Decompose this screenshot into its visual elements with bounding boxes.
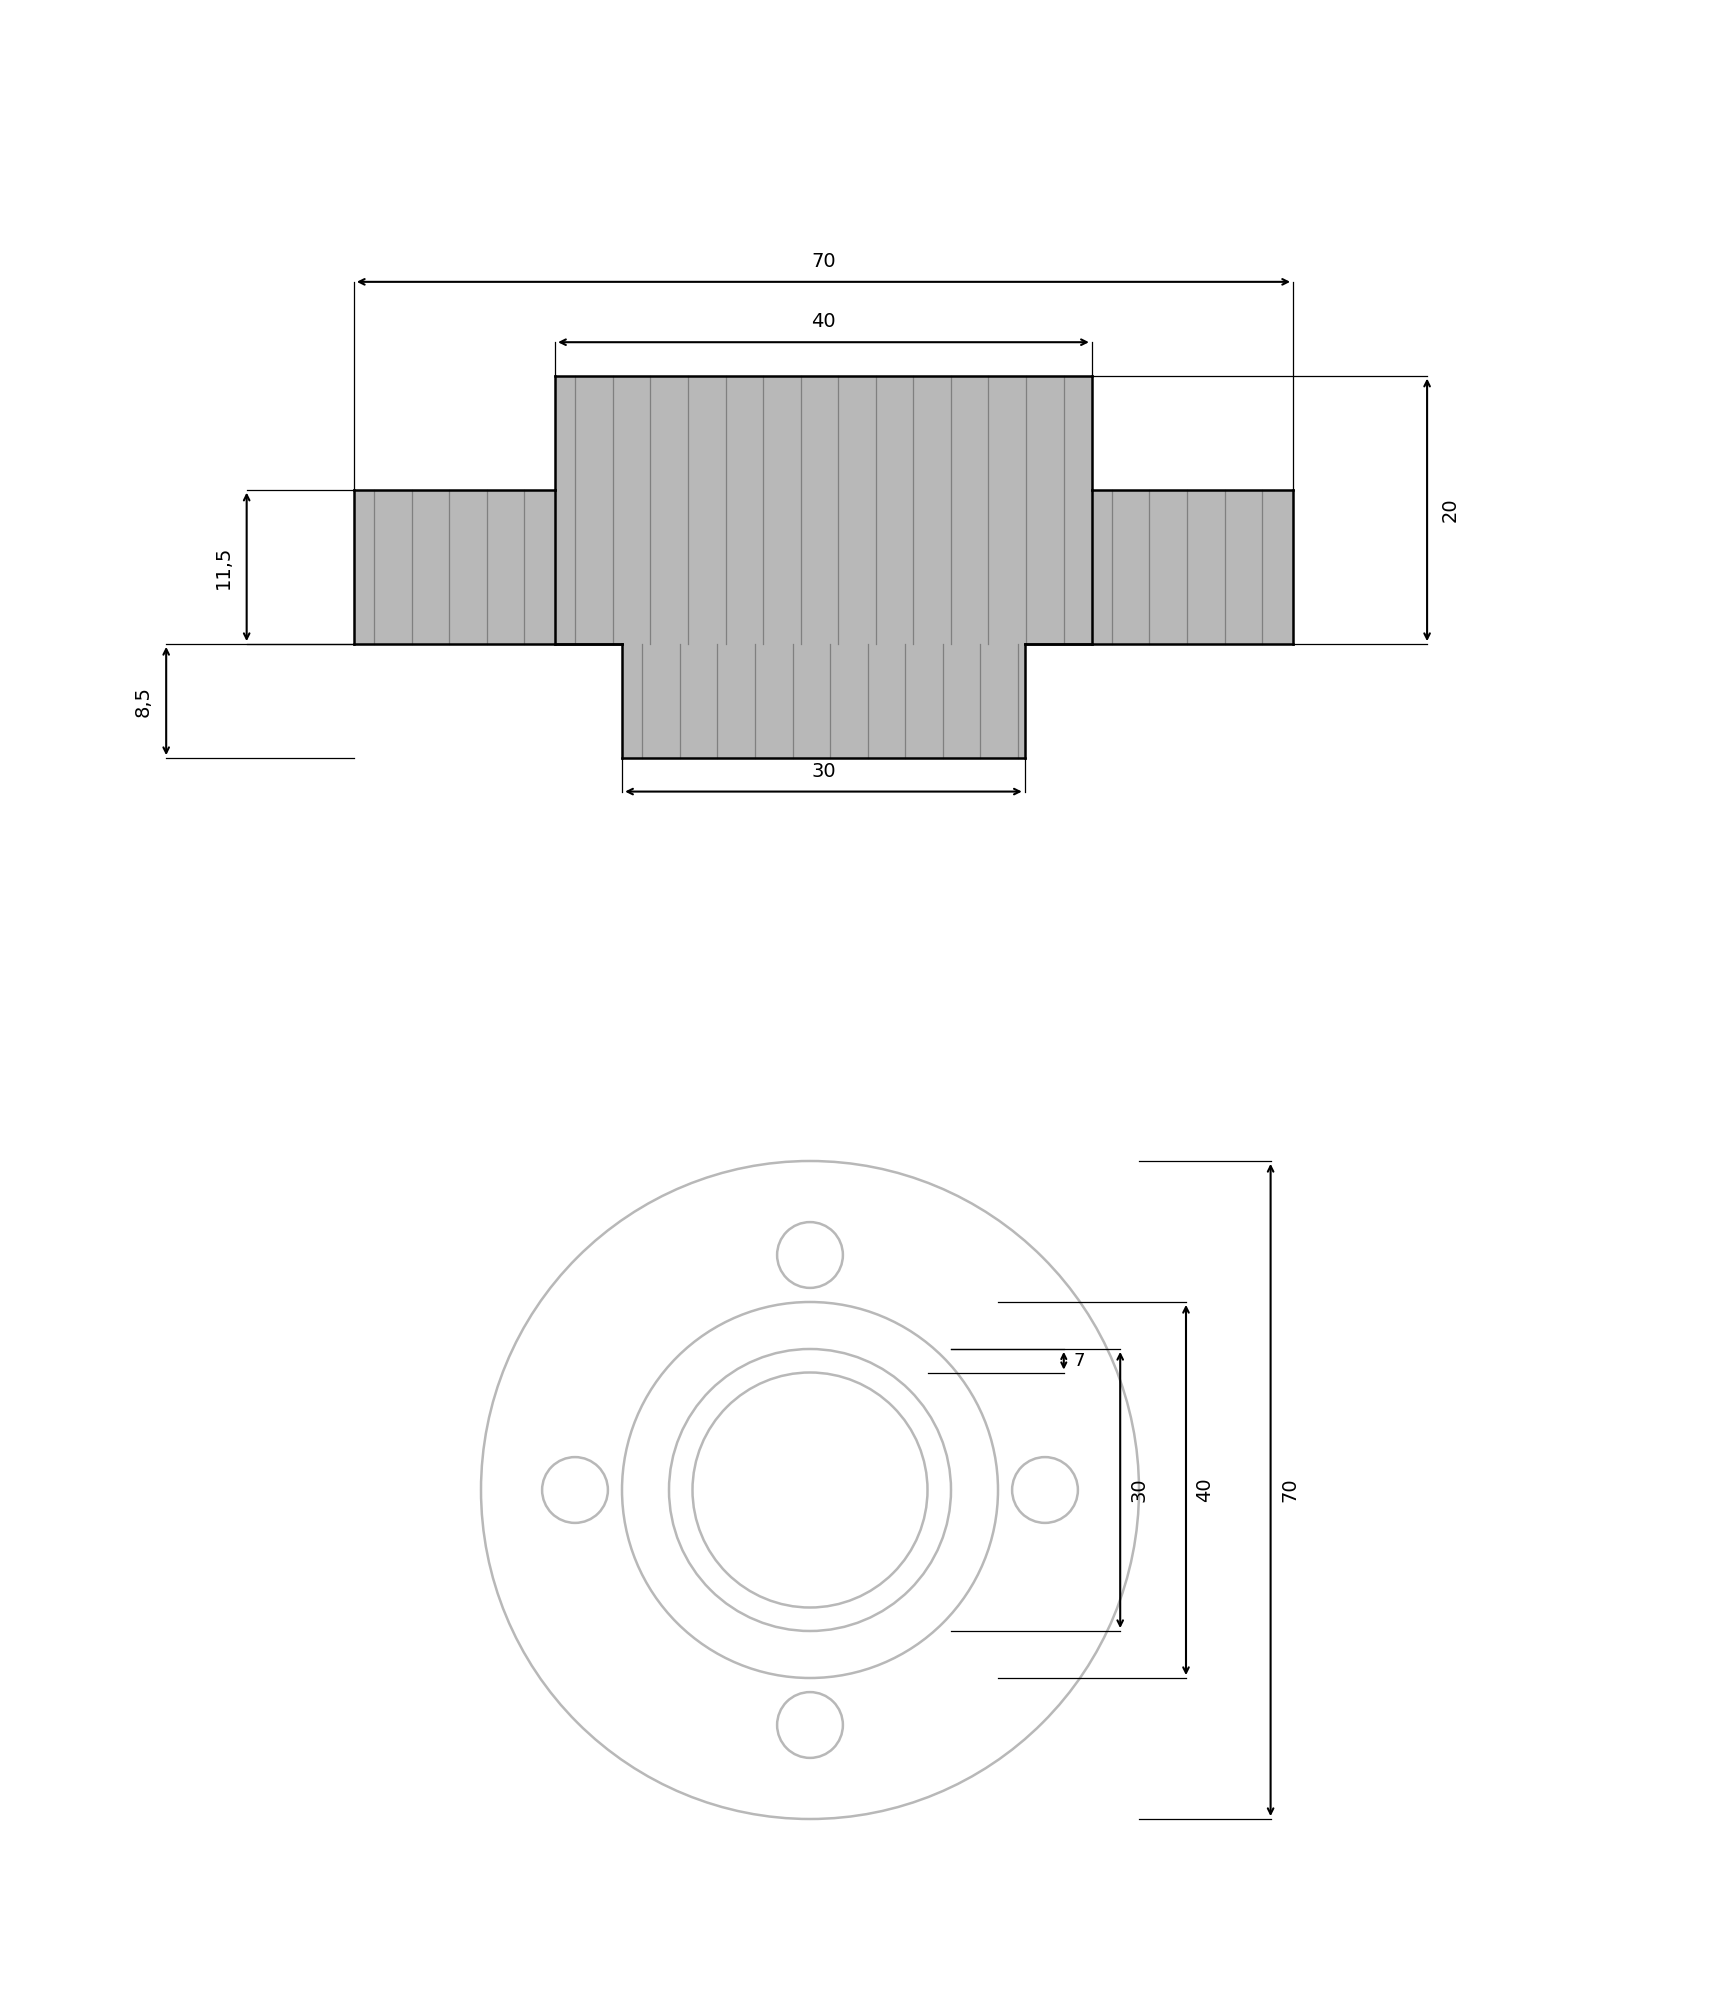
Text: 8,5: 8,5: [134, 686, 153, 716]
Text: 70: 70: [811, 252, 836, 272]
Text: 30: 30: [1130, 1478, 1148, 1502]
Bar: [1092, 490, 1292, 644]
Bar: [555, 376, 1092, 644]
Text: 70: 70: [1280, 1478, 1299, 1502]
Text: 20: 20: [1440, 498, 1460, 522]
Text: 40: 40: [811, 312, 836, 332]
Bar: [355, 490, 555, 644]
Text: 7: 7: [1073, 1352, 1085, 1370]
Bar: [622, 644, 1025, 758]
Text: 30: 30: [811, 762, 836, 780]
Text: 40: 40: [1195, 1478, 1215, 1502]
Text: 11,5: 11,5: [214, 546, 233, 588]
